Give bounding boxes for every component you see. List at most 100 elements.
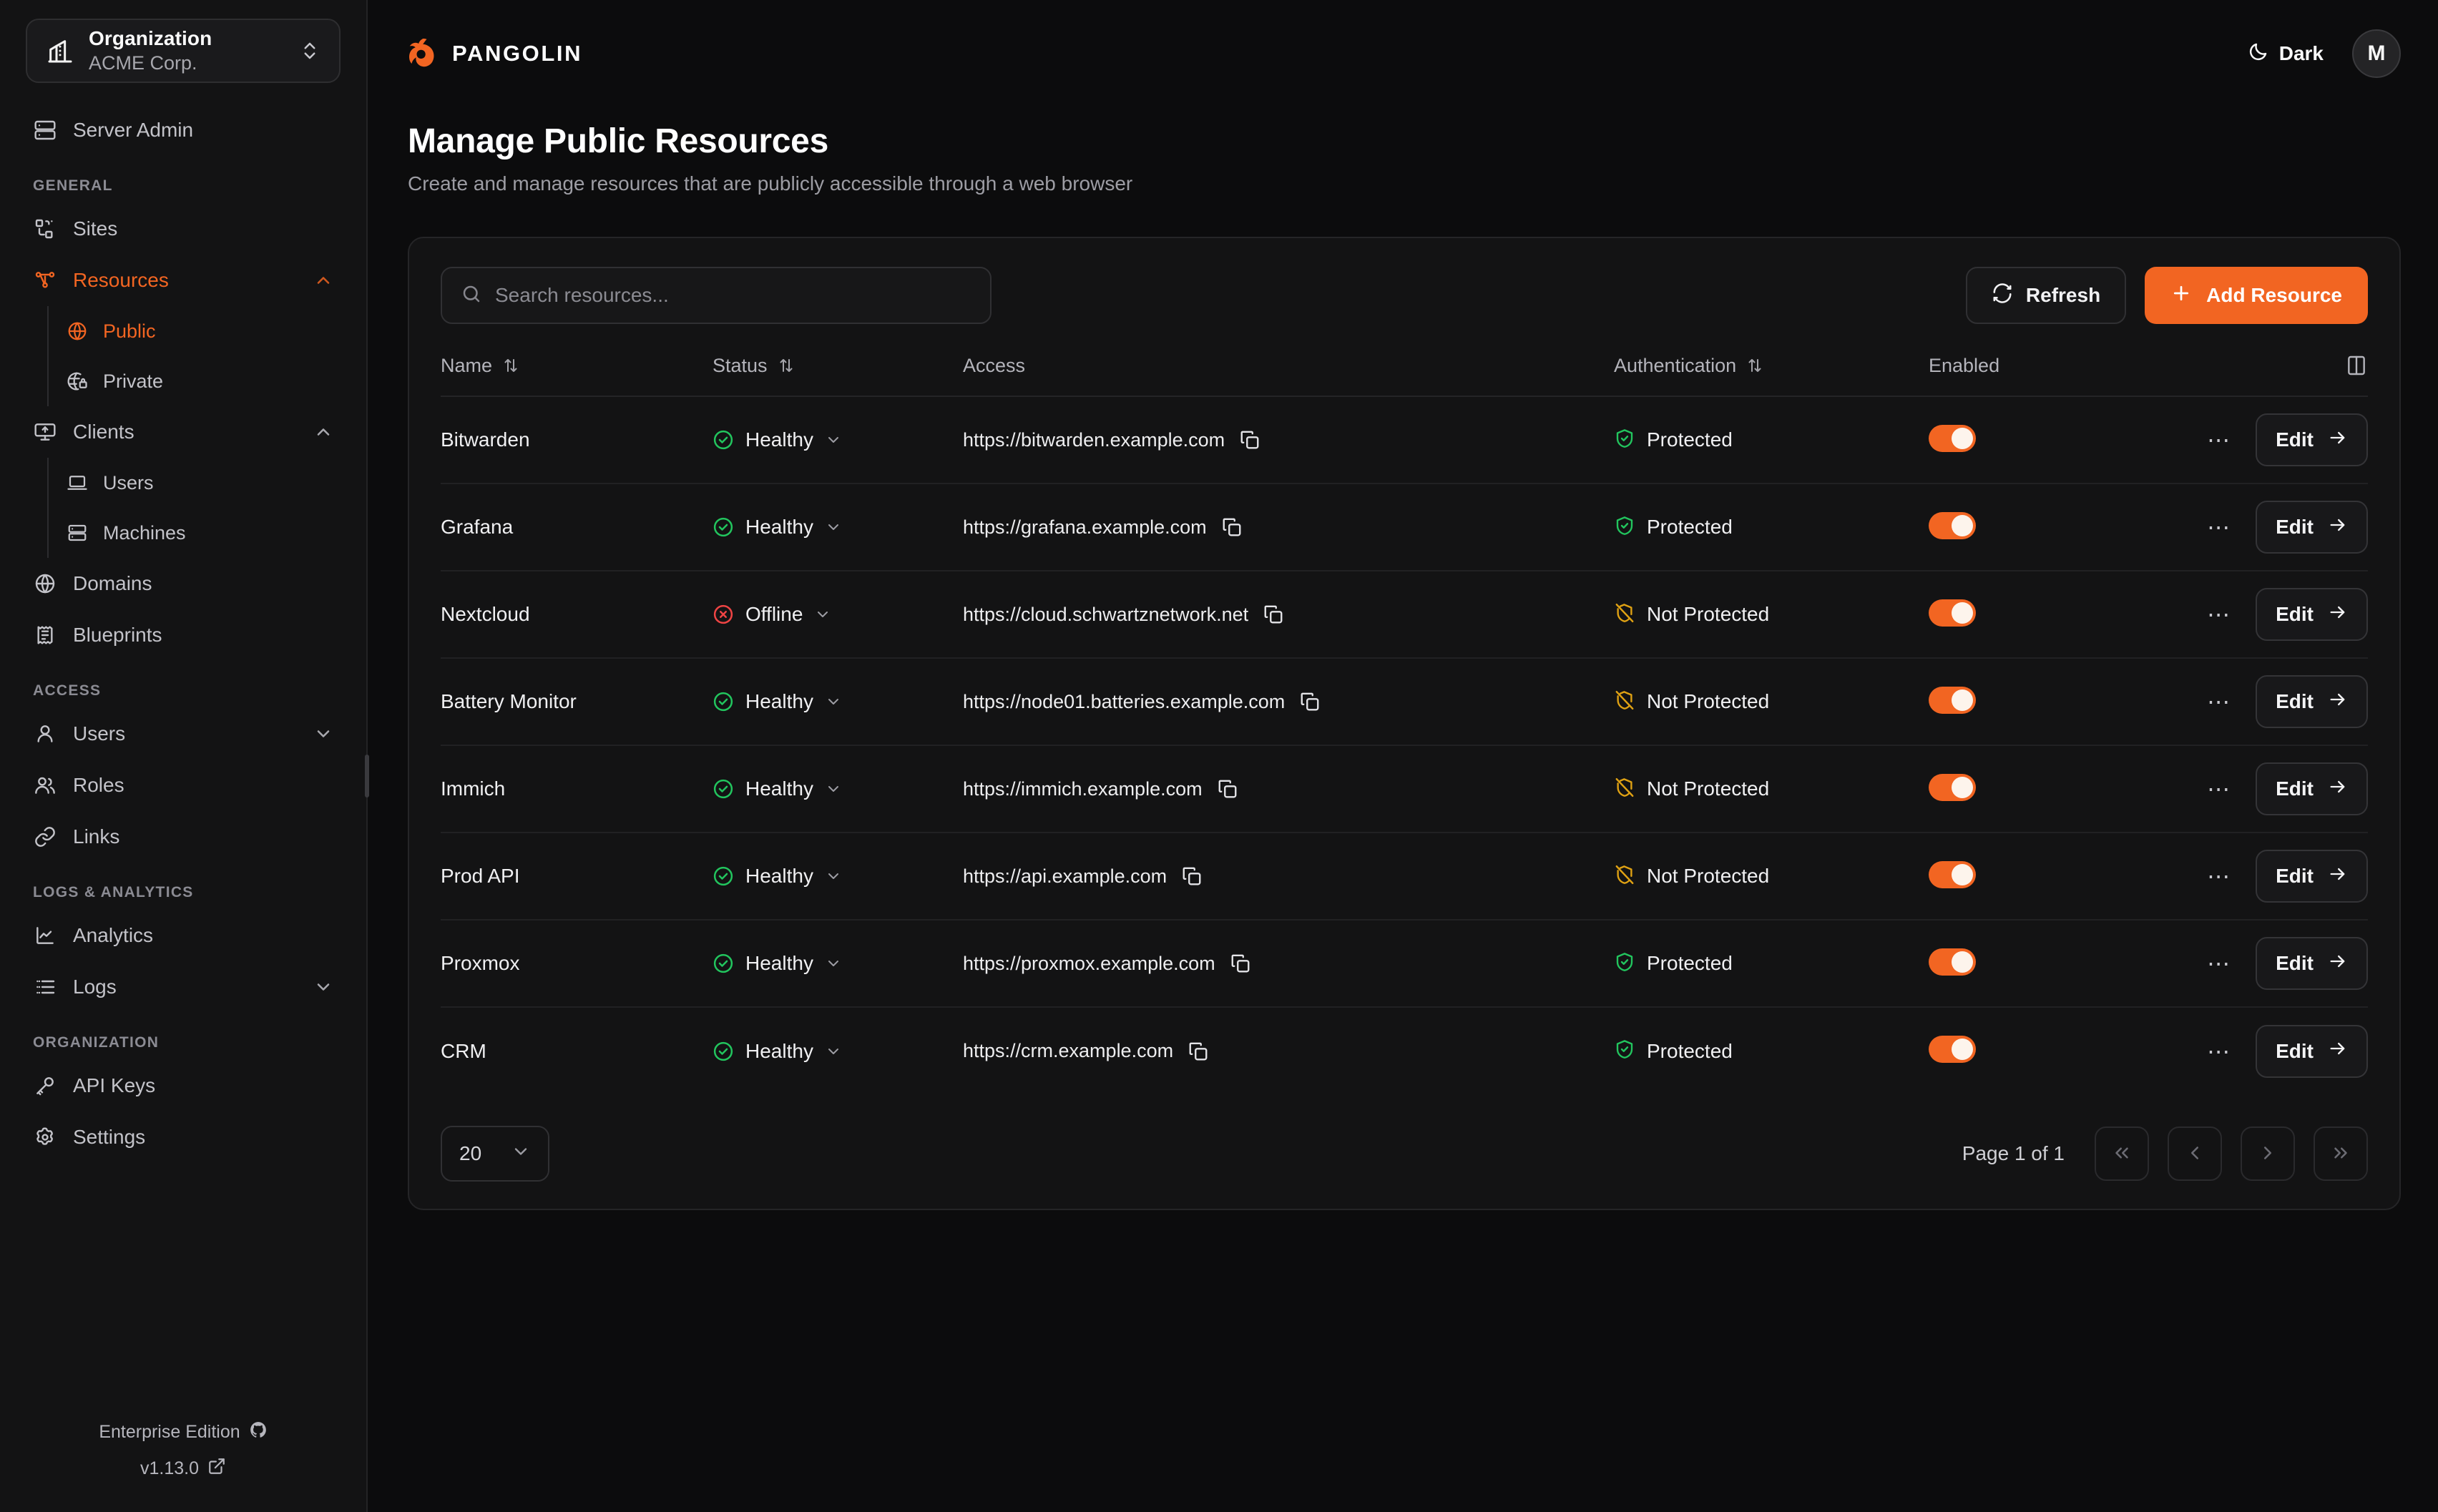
resource-url[interactable]: https://crm.example.com — [963, 1040, 1174, 1061]
status-badge[interactable]: Healthy — [713, 516, 963, 539]
edit-button[interactable]: Edit — [2256, 762, 2368, 815]
brand-logo[interactable]: PANGOLIN — [399, 34, 582, 74]
status-badge[interactable]: Healthy — [713, 952, 963, 975]
status-badge[interactable]: Healthy — [713, 1040, 963, 1063]
edit-button[interactable]: Edit — [2256, 937, 2368, 990]
copy-icon[interactable] — [1299, 691, 1321, 712]
org-switcher[interactable]: Organization ACME Corp. — [26, 19, 341, 83]
row-menu-button[interactable]: ⋯ — [2207, 863, 2232, 889]
table-row[interactable]: Grafana Healthy https://grafana.example.… — [441, 483, 2368, 571]
status-label: Healthy — [745, 865, 813, 887]
theme-toggle[interactable]: Dark — [2248, 41, 2324, 67]
copy-icon[interactable] — [1263, 604, 1284, 625]
resource-url[interactable]: https://api.example.com — [963, 865, 1167, 887]
version-link[interactable]: v1.13.0 — [140, 1457, 226, 1481]
row-menu-button[interactable]: ⋯ — [2207, 602, 2232, 627]
sidebar-item-public[interactable]: Public — [52, 306, 348, 356]
column-header-name[interactable]: Name — [441, 354, 713, 397]
copy-icon[interactable] — [1230, 953, 1251, 974]
edit-button[interactable]: Edit — [2256, 675, 2368, 728]
table-row[interactable]: Immich Healthy https://immich.example.co… — [441, 745, 2368, 833]
table-row[interactable]: Prod API Healthy https://api.example.com… — [441, 833, 2368, 921]
sidebar-item-resources[interactable]: Resources — [19, 255, 348, 306]
table-row[interactable]: Bitwarden Healthy https://bitwarden.exam… — [441, 396, 2368, 484]
enabled-toggle[interactable] — [1929, 773, 1976, 801]
enabled-toggle[interactable] — [1929, 686, 1976, 714]
row-menu-button[interactable]: ⋯ — [2207, 689, 2232, 715]
table-row[interactable]: Proxmox Healthy https://proxmox.example.… — [441, 920, 2368, 1008]
sidebar-item-users[interactable]: Users — [19, 708, 348, 760]
enabled-toggle[interactable] — [1929, 860, 1976, 888]
link-icon — [33, 825, 57, 849]
copy-icon[interactable] — [1181, 865, 1203, 887]
edit-label: Edit — [2276, 603, 2314, 625]
row-menu-button[interactable]: ⋯ — [2207, 951, 2232, 976]
row-menu-button[interactable]: ⋯ — [2207, 776, 2232, 802]
sidebar-item-roles[interactable]: Roles — [19, 760, 348, 811]
chevrons-right-icon — [2330, 1142, 2351, 1166]
row-menu-button[interactable]: ⋯ — [2207, 1038, 2232, 1064]
sidebar-item-blueprints[interactable]: Blueprints — [19, 609, 348, 661]
table-row[interactable]: Nextcloud Offline https://cloud.schwartz… — [441, 571, 2368, 659]
avatar[interactable]: M — [2352, 29, 2401, 78]
enabled-toggle[interactable] — [1929, 599, 1976, 627]
refresh-button[interactable]: Refresh — [1965, 267, 2127, 324]
search-box[interactable] — [441, 267, 992, 324]
edit-button[interactable]: Edit — [2256, 588, 2368, 641]
sidebar-item-private[interactable]: Private — [52, 356, 348, 406]
status-badge[interactable]: Offline — [713, 603, 963, 626]
resource-url[interactable]: https://grafana.example.com — [963, 516, 1207, 538]
status-badge[interactable]: Healthy — [713, 865, 963, 888]
next-page-button[interactable] — [2241, 1126, 2295, 1181]
sidebar-item-analytics[interactable]: Analytics — [19, 910, 348, 961]
sidebar-item-clients-users[interactable]: Users — [52, 458, 348, 508]
sidebar-resize-handle[interactable] — [365, 755, 369, 797]
status-badge[interactable]: Healthy — [713, 777, 963, 800]
copy-icon[interactable] — [1239, 429, 1260, 451]
sort-icon — [502, 357, 519, 374]
row-menu-button[interactable]: ⋯ — [2207, 514, 2232, 540]
sidebar-item-machines[interactable]: Machines — [52, 508, 348, 558]
resource-url[interactable]: https://node01.batteries.example.com — [963, 690, 1286, 712]
edit-button[interactable]: Edit — [2256, 501, 2368, 554]
resource-url[interactable]: https://proxmox.example.com — [963, 952, 1215, 974]
enabled-toggle[interactable] — [1929, 424, 1976, 452]
cell-status: Healthy — [713, 1007, 963, 1094]
enabled-toggle[interactable] — [1929, 948, 1976, 976]
sidebar-item-sites[interactable]: Sites — [19, 203, 348, 255]
status-badge[interactable]: Healthy — [713, 428, 963, 451]
first-page-button[interactable] — [2095, 1126, 2149, 1181]
column-header-authentication[interactable]: Authentication — [1614, 354, 1929, 397]
sidebar-item-api-keys[interactable]: API Keys — [19, 1060, 348, 1111]
table-row[interactable]: CRM Healthy https://crm.example.com Prot… — [441, 1007, 2368, 1094]
columns-toggle-icon[interactable] — [2345, 354, 2368, 377]
globe-icon — [66, 320, 89, 343]
sidebar-item-logs[interactable]: Logs — [19, 961, 348, 1013]
prev-page-button[interactable] — [2168, 1126, 2222, 1181]
status-badge[interactable]: Healthy — [713, 690, 963, 713]
sidebar-item-links[interactable]: Links — [19, 811, 348, 863]
copy-icon[interactable] — [1188, 1041, 1209, 1062]
last-page-button[interactable] — [2314, 1126, 2368, 1181]
search-input[interactable] — [495, 284, 971, 307]
sidebar-item-clients[interactable]: Clients — [19, 406, 348, 458]
resource-url[interactable]: https://cloud.schwartznetwork.net — [963, 603, 1249, 625]
edit-button[interactable]: Edit — [2256, 850, 2368, 903]
table-row[interactable]: Battery Monitor Healthy https://node01.b… — [441, 658, 2368, 746]
copy-icon[interactable] — [1217, 778, 1238, 800]
column-header-status[interactable]: Status — [713, 354, 963, 397]
sidebar-item-settings[interactable]: Settings — [19, 1111, 348, 1163]
sidebar-item-server-admin[interactable]: Server Admin — [19, 104, 348, 156]
enabled-toggle[interactable] — [1929, 1036, 1976, 1063]
row-menu-button[interactable]: ⋯ — [2207, 427, 2232, 453]
resource-url[interactable]: https://bitwarden.example.com — [963, 428, 1225, 451]
page-size-select[interactable]: 20 — [441, 1126, 549, 1182]
edition-link[interactable]: Enterprise Edition — [99, 1420, 267, 1444]
add-resource-button[interactable]: Add Resource — [2145, 267, 2368, 324]
edit-button[interactable]: Edit — [2256, 1024, 2368, 1078]
resource-url[interactable]: https://immich.example.com — [963, 777, 1203, 800]
enabled-toggle[interactable] — [1929, 511, 1976, 539]
sidebar-item-domains[interactable]: Domains — [19, 558, 348, 609]
edit-button[interactable]: Edit — [2256, 413, 2368, 466]
copy-icon[interactable] — [1221, 516, 1243, 538]
